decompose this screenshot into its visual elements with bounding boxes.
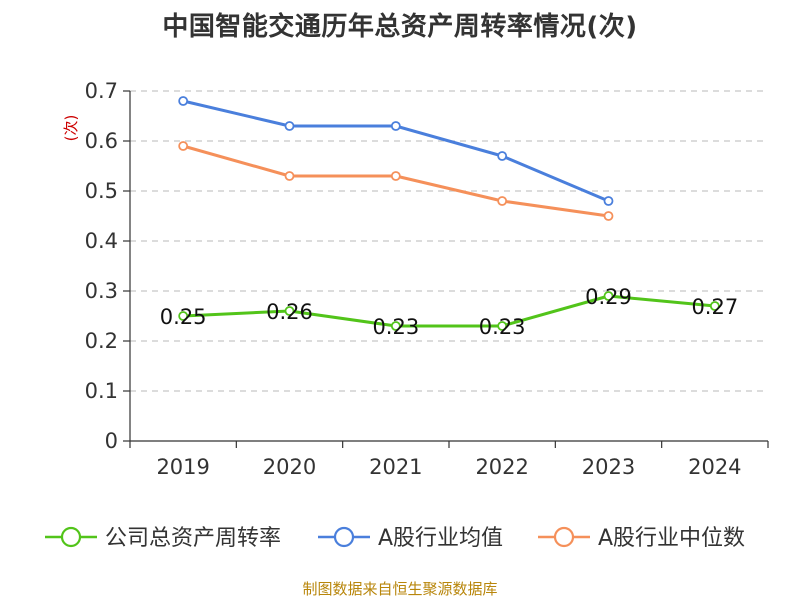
chart-title: 中国智能交通历年总资产周转率情况(次): [162, 12, 638, 42]
x-tick-label: 2019: [156, 455, 209, 479]
legend: 公司总资产周转率 A股行业均值 A股行业中位数: [45, 526, 745, 551]
x-tick-label: 2023: [582, 455, 635, 479]
data-point: [284, 121, 295, 131]
data-point: [178, 311, 189, 321]
source-note: 制图数据来自恒生聚源数据库: [302, 580, 498, 598]
data-point: [709, 301, 720, 311]
series-line: [181, 294, 717, 328]
axes: 0 0.1 0.2 0.3 0.4 0.5 0.6 0.7 (次) 2019 2020 2021 202…: [62, 79, 769, 479]
data-point: [603, 211, 614, 221]
data-point: [603, 291, 614, 301]
legend-label: 公司总资产周转率: [105, 526, 281, 551]
data-point: [178, 141, 189, 151]
y-tick-label: 0: [105, 429, 118, 453]
data-point: [603, 196, 614, 206]
data-label: 0.27: [691, 295, 738, 319]
legend-label: A股行业中位数: [598, 526, 745, 551]
legend-swatch-marker: [60, 526, 82, 548]
data-point: [390, 121, 401, 131]
data-label: 0.23: [479, 315, 526, 339]
data-label: 0.23: [372, 315, 419, 339]
y-tick-label: 0.6: [85, 129, 118, 153]
data-label: 0.29: [585, 285, 632, 309]
series-line: [181, 144, 610, 218]
legend-label: A股行业均值: [378, 526, 503, 551]
y-tick-label: 0.2: [85, 329, 118, 353]
data-point: [497, 196, 508, 206]
data-point: [390, 171, 401, 181]
y-tick-label: 0.5: [85, 179, 118, 203]
data-labels: 0.25 0.26 0.23 0.23 0.29 0.27: [160, 285, 738, 339]
y-tick-label: 0.4: [85, 229, 118, 253]
x-tick-label: 2021: [369, 455, 422, 479]
y-tick-label: 0.1: [85, 379, 118, 403]
y-tick-label: 0.7: [85, 79, 118, 103]
y-axis-label: (次): [62, 115, 80, 142]
legend-swatch-marker: [553, 526, 575, 548]
data-point: [284, 171, 295, 181]
series-line: [181, 99, 610, 203]
data-point: [497, 321, 508, 331]
x-tick-label: 2022: [475, 455, 528, 479]
legend-swatch-marker: [333, 526, 355, 548]
data-point: [390, 321, 401, 331]
data-point: [497, 151, 508, 161]
data-point: [284, 306, 295, 316]
data-label: 0.26: [266, 300, 313, 324]
data-point: [178, 96, 189, 106]
x-tick-label: 2024: [688, 455, 741, 479]
series-lines: [178, 96, 720, 331]
y-tick-label: 0.3: [85, 279, 118, 303]
data-label: 0.25: [160, 305, 207, 329]
x-tick-label: 2020: [263, 455, 316, 479]
grid-lines: [130, 90, 768, 392]
